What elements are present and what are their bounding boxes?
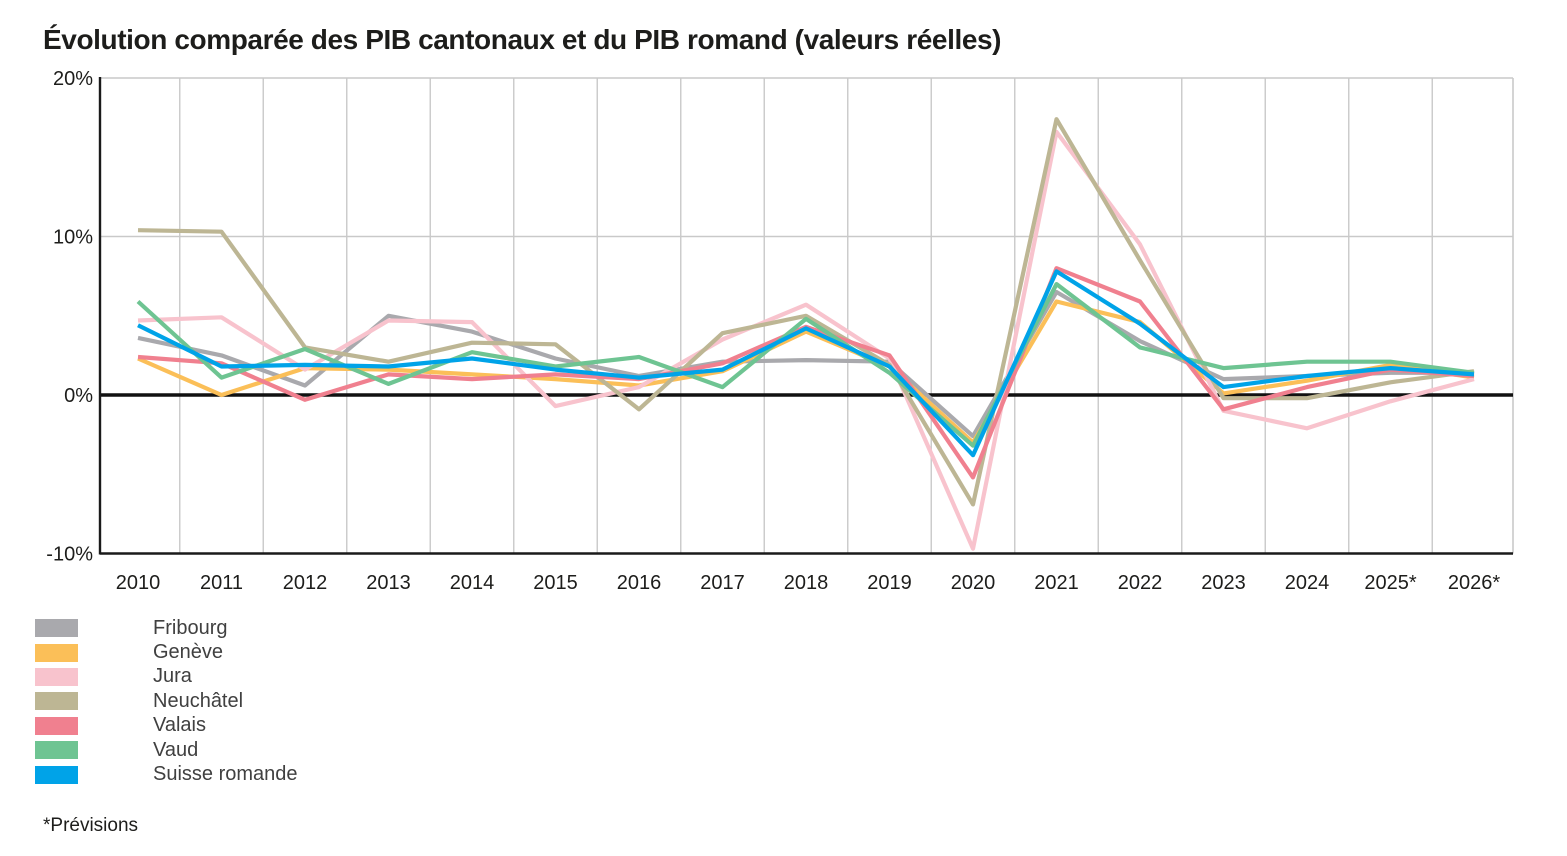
series-line-neuchatel — [137, 117, 1475, 507]
legend-swatch-neuchatel — [35, 692, 78, 711]
chart-title: Évolution comparée des PIB cantonaux et … — [43, 24, 1002, 55]
legend-label-vaud: Vaud — [153, 738, 199, 761]
y-tick-label: 10% — [53, 227, 93, 249]
x-tick-label-2021: 2021 — [1034, 572, 1079, 594]
legend-swatch-valais — [35, 716, 78, 735]
series-line-geneve — [137, 299, 1475, 445]
y-tick-label: 0% — [64, 385, 93, 407]
legend-row-vaud: Vaud — [35, 738, 298, 762]
legend-label-suisse-romande: Suisse romande — [153, 763, 298, 786]
legend-row-valais: Valais — [35, 714, 298, 738]
legend-row-suisse-romande: Suisse romande — [35, 762, 298, 786]
legend-row-geneve: Genève — [35, 640, 298, 664]
x-tick-label-2013: 2013 — [366, 572, 411, 594]
series-line-valais — [137, 266, 1475, 480]
legend-row-neuchatel: Neuchâtel — [35, 689, 298, 713]
series-line-suisse-romande — [137, 269, 1475, 458]
x-tick-label-2014: 2014 — [450, 572, 495, 594]
legend-label-neuchatel: Neuchâtel — [153, 689, 244, 712]
legend-row-jura: Jura — [35, 665, 298, 689]
x-tick-label-2024: 2024 — [1285, 572, 1330, 594]
legend-swatch-fribourg — [35, 619, 78, 638]
legend: Fribourg Genève Jura Neuchâtel Valais Vaud Sui… — [35, 616, 298, 787]
legend-row-fribourg: Fribourg — [35, 616, 298, 640]
legend-swatch-suisse-romande — [35, 765, 78, 784]
series-line-vaud — [136, 282, 1475, 448]
x-tick-label-2011: 2011 — [200, 572, 243, 594]
x-tick-label-2012: 2012 — [283, 572, 328, 594]
y-tick-label: -10% — [46, 544, 93, 566]
legend-label-jura: Jura — [153, 665, 192, 688]
legend-swatch-geneve — [35, 643, 78, 662]
legend-swatch-jura — [35, 667, 78, 686]
x-tick-label-2018: 2018 — [784, 572, 829, 594]
x-tick-label-2015: 2015 — [533, 572, 578, 594]
legend-label-geneve: Genève — [153, 641, 224, 664]
x-tick-label-2026-: 2026* — [1448, 572, 1500, 594]
x-tick-label-2020: 2020 — [951, 572, 996, 594]
x-tick-label-2017: 2017 — [700, 572, 745, 594]
y-tick-label: 20% — [53, 68, 93, 90]
x-tick-label-2022: 2022 — [1118, 572, 1163, 594]
legend-swatch-vaud — [35, 741, 78, 760]
x-tick-label-2025-: 2025* — [1364, 572, 1416, 594]
x-tick-label-2016: 2016 — [617, 572, 662, 594]
x-tick-label-2023: 2023 — [1201, 572, 1246, 594]
legend-label-valais: Valais — [153, 714, 206, 737]
x-tick-label-2019: 2019 — [867, 572, 912, 594]
series-line-jura — [137, 129, 1475, 551]
legend-label-fribourg: Fribourg — [153, 616, 228, 639]
forecast-footnote: *Prévisions — [43, 815, 139, 836]
x-tick-label-2010: 2010 — [116, 572, 161, 594]
